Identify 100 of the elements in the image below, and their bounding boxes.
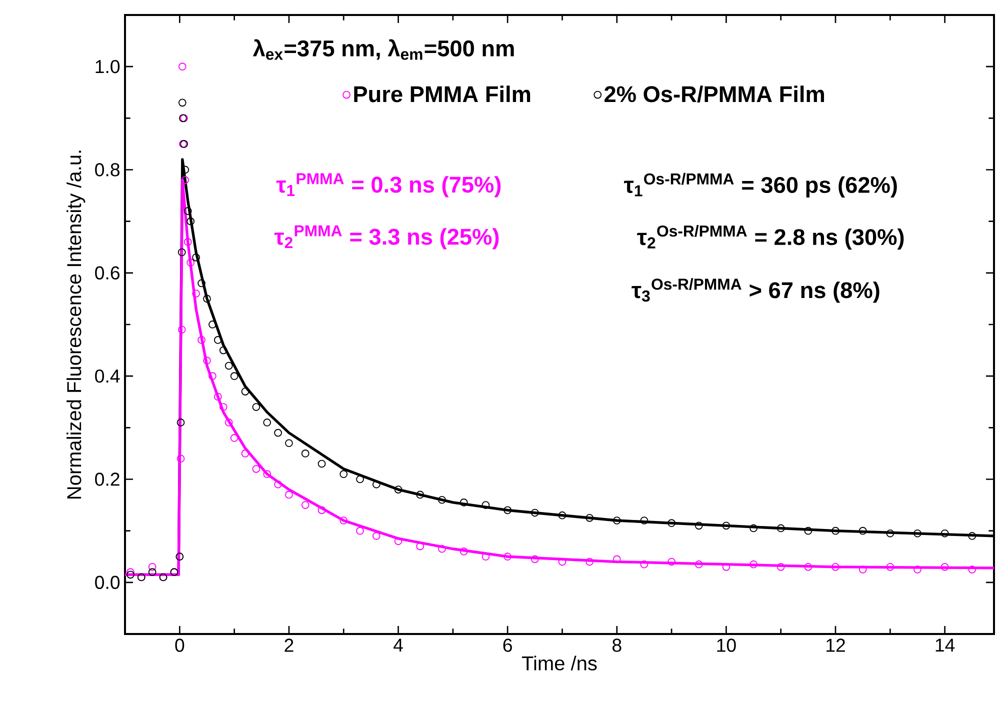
point	[586, 514, 594, 522]
point	[208, 320, 216, 328]
point	[504, 552, 512, 561]
point	[372, 532, 380, 540]
point	[178, 62, 186, 71]
point	[176, 454, 185, 463]
point	[252, 464, 260, 473]
y-axis-title: Normalized Fluorescence Intensity /a.u.	[66, 150, 86, 498]
point	[181, 176, 190, 184]
point	[148, 562, 156, 571]
point	[186, 258, 195, 267]
x-axis-title: Time /ns	[522, 656, 597, 670]
point	[126, 570, 134, 579]
point	[285, 439, 293, 448]
point	[263, 418, 272, 426]
point	[722, 522, 730, 530]
point	[219, 346, 228, 354]
point	[776, 524, 785, 532]
y-tick-label: 0.4	[95, 369, 120, 383]
point	[176, 418, 185, 426]
x-tick-label: 10	[717, 638, 736, 652]
point	[184, 238, 192, 246]
point	[285, 490, 293, 499]
point	[940, 529, 949, 538]
point	[214, 336, 222, 344]
point	[504, 506, 512, 514]
point	[438, 496, 446, 504]
point	[340, 470, 348, 478]
point	[224, 362, 233, 370]
point	[186, 217, 195, 226]
x-tick-label: 2	[284, 638, 294, 652]
point	[804, 526, 812, 535]
point	[940, 562, 949, 571]
x-tick-label: 6	[503, 638, 512, 652]
point	[558, 558, 566, 566]
x-tick-label: 12	[826, 638, 845, 652]
point	[858, 566, 867, 574]
point	[968, 532, 976, 540]
annotation: τ$_{2}$$^{Os-R/PMMA}$ = 2.8 ns (30%)	[637, 225, 904, 250]
point	[178, 248, 186, 256]
x-tick-label: 4	[394, 638, 403, 652]
point	[694, 560, 703, 568]
y-tick-label: 0.0	[95, 576, 120, 590]
point	[252, 403, 260, 411]
point	[722, 562, 730, 571]
legend-label: 2% Os-R/PMMA Film	[604, 86, 824, 102]
annotation: τ$_{2}$$^{PMMA}$ = 3.3 ns (25%)	[274, 225, 499, 250]
point	[224, 418, 233, 426]
point	[148, 568, 156, 576]
point	[219, 403, 228, 411]
legend-label: Pure PMMA Film	[354, 86, 530, 102]
point	[586, 558, 594, 566]
point	[178, 326, 186, 334]
point	[750, 560, 758, 568]
point	[694, 522, 703, 530]
y-tick-label: 1.0	[96, 60, 120, 74]
point	[668, 519, 676, 528]
point	[241, 450, 250, 458]
point	[558, 511, 566, 520]
point	[192, 254, 200, 262]
point	[318, 460, 326, 468]
point	[203, 294, 211, 303]
point	[241, 388, 250, 396]
point	[460, 498, 468, 506]
annotation: τ$_{3}$$^{Os-R/PMMA}$ > 67 ns (8%)	[632, 278, 880, 303]
point	[394, 537, 402, 546]
x-tick-label: 0	[175, 638, 184, 652]
point	[914, 566, 922, 574]
point	[301, 450, 310, 458]
point	[274, 480, 282, 488]
point	[858, 526, 867, 535]
point	[460, 548, 468, 556]
point	[356, 475, 364, 484]
point	[274, 428, 282, 437]
point	[263, 470, 272, 478]
point	[968, 566, 976, 574]
point	[184, 207, 192, 215]
point	[340, 516, 348, 524]
point	[832, 562, 840, 571]
point	[230, 372, 238, 380]
point	[301, 501, 310, 509]
point	[192, 290, 200, 298]
point	[482, 501, 490, 509]
point	[750, 524, 758, 532]
annotation: λ$_{ex}$=375 nm, λ$_{em}$=500 nm	[252, 39, 514, 60]
point	[776, 562, 785, 571]
point	[804, 562, 812, 571]
point	[208, 372, 216, 380]
annotation: τ$_{1}$$^{Os-R/PMMA}$ = 360 ps (62%)	[624, 172, 897, 198]
y-tick-label: 0.8	[95, 163, 120, 176]
point	[612, 555, 621, 564]
x-tick-label: 14	[936, 638, 955, 652]
y-tick-label: 0.2	[95, 472, 120, 486]
point	[640, 560, 648, 568]
point	[198, 336, 206, 344]
point	[530, 555, 539, 564]
x-tick-label: 8	[612, 638, 622, 652]
point	[203, 356, 211, 365]
point	[530, 508, 539, 517]
point	[416, 490, 424, 499]
